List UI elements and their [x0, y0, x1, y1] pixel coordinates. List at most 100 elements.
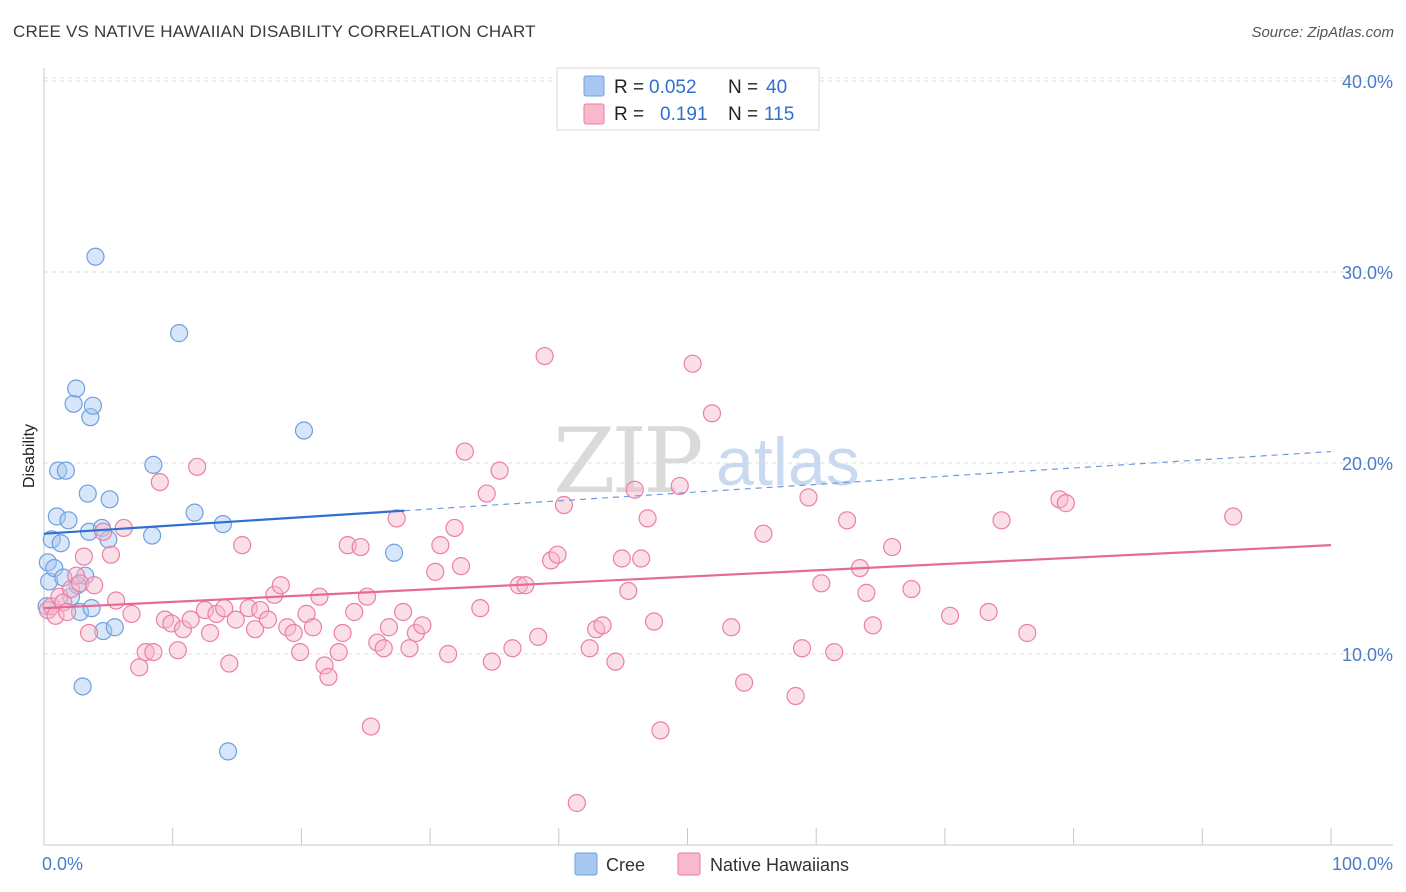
native-hawaiians-point-94: [683, 354, 702, 373]
native-hawaiians-point-37: [258, 610, 278, 629]
native-hawaiians-point-65: [439, 644, 458, 664]
bottom-legend-swatch-native-hawaiians: [677, 852, 701, 876]
native-hawaiians-point-86: [612, 549, 631, 568]
native-hawaiians-point-81: [567, 793, 586, 813]
y-tick-label-40: 40.0%: [1342, 72, 1393, 92]
native-hawaiians-point-51: [345, 602, 364, 622]
native-hawaiians-point-112: [992, 511, 1011, 530]
cree-point-34: [218, 742, 238, 761]
native-hawaiians-point-109: [902, 579, 921, 599]
legend-swatch-cree: [583, 75, 605, 97]
legend-n-value-native-hawaiians: 115: [764, 104, 794, 125]
native-hawaiians-point-80: [554, 495, 574, 515]
native-hawaiians-point-107: [863, 616, 882, 635]
cree-point-3: [42, 530, 61, 549]
bottom-legend-label-cree: Cree: [606, 855, 645, 875]
cree-point-29: [143, 526, 162, 545]
native-hawaiians-point-62: [413, 616, 432, 635]
cree-point-5: [47, 507, 66, 526]
native-hawaiians-point-115: [1056, 494, 1075, 513]
native-hawaiians-point-19: [144, 642, 163, 662]
cree-point-13: [67, 379, 86, 398]
cree-point-31: [170, 324, 189, 343]
native-hawaiians-point-41: [284, 623, 303, 643]
y-tick-label-10: 10.0%: [1342, 645, 1393, 665]
cree-point-10: [59, 511, 78, 530]
native-hawaiians-point-32: [226, 610, 245, 629]
native-hawaiians-point-11: [85, 576, 104, 595]
cree-point-30: [144, 455, 163, 475]
cree-point-9: [56, 461, 75, 480]
native-hawaiians-point-76: [529, 627, 548, 646]
native-hawaiians-point-38: [265, 585, 284, 604]
native-hawaiians-point-99: [786, 686, 805, 706]
y-tick-labels: 10.0% 20.0% 30.0% 40.0%: [1342, 72, 1393, 665]
legend-swatch-native-hawaiians: [583, 103, 605, 125]
legend-r-label-native-hawaiians: R =: [614, 104, 644, 125]
native-hawaiians-point-90: [638, 509, 657, 528]
native-hawaiians-point-89: [632, 549, 651, 568]
cree-point-20: [81, 408, 100, 427]
legend-n-value-cree: 40: [766, 77, 787, 98]
legend: R = 0.052 N = 40 R = 0.191 N = 115: [556, 67, 820, 131]
native-hawaiians-point-63: [426, 562, 445, 581]
native-hawaiians-point-27: [195, 600, 214, 620]
native-hawaiians-point-110: [940, 606, 960, 625]
trend-line-cree-extension: [404, 450, 1332, 512]
cree-point-2: [40, 572, 59, 591]
native-hawaiians-point-24: [173, 620, 193, 639]
trend-line-cree: [43, 509, 405, 535]
native-hawaiians-point-31: [220, 654, 239, 673]
trend-line-native-hawaiians: [43, 544, 1332, 610]
native-hawaiians-point-61: [406, 623, 426, 643]
cree-point-25: [94, 621, 113, 641]
native-hawaiians-point-39: [271, 576, 290, 595]
cree-point-27: [100, 490, 119, 509]
cree-point-22: [83, 396, 103, 415]
native-hawaiians-point-85: [606, 652, 625, 671]
native-hawaiians-point-12: [94, 522, 113, 541]
native-hawaiians-point-71: [482, 652, 501, 671]
native-hawaiians-point-69: [471, 599, 490, 618]
x-tick-label-max: 100.0%: [1332, 854, 1393, 874]
native-hawaiians-point-56: [374, 639, 393, 658]
native-hawaiians-point-100: [792, 639, 812, 658]
native-hawaiians-point-88: [625, 480, 644, 499]
y-tick-label-20: 20.0%: [1342, 454, 1393, 474]
cree-point-15: [70, 602, 90, 622]
cree-point-36: [384, 543, 404, 562]
native-hawaiians-point-34: [239, 599, 258, 618]
gridlines: [44, 77, 1393, 655]
native-hawaiians-point-36: [251, 600, 270, 620]
native-hawaiians-point-98: [754, 524, 773, 543]
native-hawaiians-point-20: [150, 473, 169, 492]
cree-point-12: [64, 394, 83, 413]
native-hawaiians-point-95: [702, 404, 722, 423]
cree-point-21: [82, 599, 101, 618]
native-hawaiians-point-45: [310, 587, 329, 606]
native-hawaiians-point-87: [619, 581, 638, 601]
native-hawaiians-point-57: [379, 618, 399, 637]
native-hawaiians-point-46: [315, 656, 334, 675]
native-hawaiians-point-23: [168, 641, 187, 660]
native-hawaiians-point-9: [74, 547, 93, 566]
native-hawaiians-point-16: [122, 604, 141, 623]
bottom-legend-label-native-hawaiians: Native Hawaiians: [710, 855, 849, 875]
x-tick-label-min: 0.0%: [42, 854, 83, 874]
native-hawaiians-point-18: [136, 642, 155, 662]
bottom-legend-swatch-cree: [574, 852, 598, 876]
native-hawaiians-point-14: [106, 591, 126, 610]
native-hawaiians-point-59: [393, 602, 413, 622]
native-hawaiians-point-53: [357, 587, 377, 606]
native-hawaiians-point-72: [490, 461, 509, 480]
native-hawaiians-point-66: [445, 518, 464, 538]
native-hawaiians-point-52: [351, 537, 370, 557]
cree-point-23: [86, 247, 105, 266]
native-hawaiians-point-79: [548, 545, 567, 564]
native-hawaiians-point-96: [722, 618, 741, 637]
legend-n-label-native-hawaiians: N =: [728, 104, 758, 125]
cree-point-6: [49, 461, 68, 480]
cree-point-16: [73, 677, 92, 696]
native-hawaiians-point-106: [857, 583, 876, 602]
